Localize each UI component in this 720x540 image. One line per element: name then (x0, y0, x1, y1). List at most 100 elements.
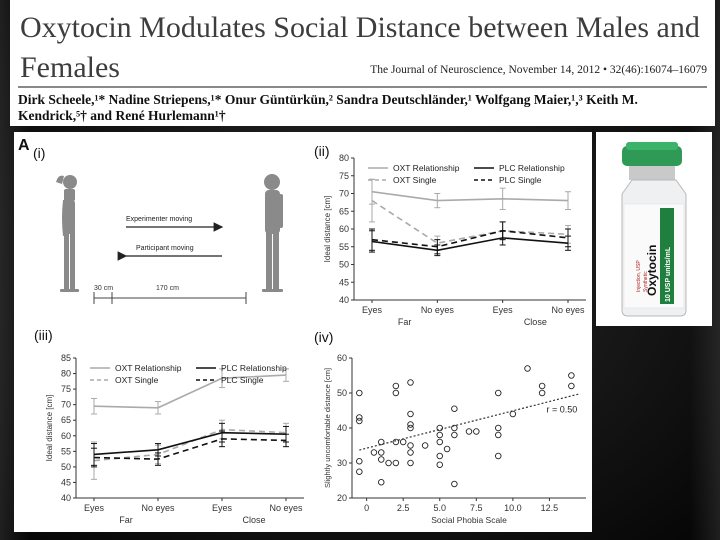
y-tick-label: 55 (61, 446, 71, 456)
scatter-point (495, 389, 502, 397)
scatter-point (538, 389, 546, 397)
series-line (371, 237, 569, 252)
series-line (371, 199, 569, 245)
y-tick-label: 40 (337, 423, 347, 433)
y-tick-label: 30 (337, 458, 347, 468)
y-tick-label: 65 (339, 206, 349, 216)
scatter-point (509, 410, 517, 418)
scatter-point (385, 459, 392, 467)
legend-label: OXT Single (393, 175, 437, 185)
y-tick-label: 60 (337, 353, 347, 363)
scatter-point (436, 424, 444, 432)
y-tick-label: 50 (339, 260, 349, 270)
legend-label: PLC Relationship (499, 163, 565, 173)
y-tick-label: 45 (339, 277, 349, 287)
panel-label-iv: (iv) (314, 329, 333, 345)
group-label: Far (119, 515, 133, 525)
scatter-point (407, 442, 414, 449)
y-axis-label: Ideal distance [cm] (323, 196, 332, 263)
x-tick-label: Eyes (493, 305, 514, 315)
scatter-point (356, 417, 363, 425)
distance-30cm-label: 30 cm (94, 285, 113, 292)
vial-dose-text: 10 USP units/mL (665, 246, 672, 302)
y-tick-label: 65 (61, 415, 71, 425)
vial-crimp (629, 166, 675, 180)
legend-label: PLC Single (221, 375, 264, 385)
scatter-point (399, 438, 407, 446)
scatter-point (370, 449, 378, 456)
scatter-point (392, 389, 400, 397)
y-tick-label: 50 (337, 388, 347, 398)
legend-label: OXT Relationship (115, 363, 182, 373)
y-tick-label: 75 (61, 384, 71, 394)
x-tick-label: No eyes (421, 305, 455, 315)
y-tick-label: 60 (61, 431, 71, 441)
series-line (371, 190, 569, 202)
scatter-point (392, 459, 400, 467)
participant-moving-label: Participant moving (136, 245, 194, 252)
y-tick-label: 60 (339, 224, 349, 234)
header-rule (18, 86, 707, 88)
scatter-point (473, 428, 480, 435)
scatter-point (378, 449, 385, 456)
scatter-point (356, 468, 363, 476)
scatter-point (495, 452, 502, 460)
y-tick-label: 40 (61, 493, 71, 503)
y-tick-label: 85 (61, 353, 71, 363)
scatter-point (392, 382, 400, 390)
regression-line (359, 393, 579, 451)
x-tick-label: No eyes (551, 305, 585, 315)
group-label: Close (242, 515, 265, 525)
panel-label-i: (i) (33, 145, 45, 161)
series-line (93, 374, 287, 409)
paper-header: Oxytocin Modulates Social Distance betwe… (10, 0, 715, 126)
scatter-point (421, 442, 429, 449)
y-tick-label: 20 (337, 493, 347, 503)
scatter-point (568, 382, 575, 390)
scatter-point (538, 382, 546, 390)
scatter-point (407, 424, 414, 432)
correlation-annotation: r = 0.50 (547, 404, 578, 414)
y-tick-label: 40 (339, 295, 349, 305)
y-axis-label: Slightly uncomfortable distance [cm] (323, 368, 332, 488)
paper-title: Oxytocin Modulates Social Distance betwe… (20, 11, 700, 84)
vial-cap (622, 146, 682, 166)
vial-label-stripe (660, 208, 674, 304)
scatter-point (568, 372, 575, 379)
x-tick-label: 7.5 (470, 503, 483, 513)
scatter-point (436, 461, 444, 469)
legend-label: PLC Single (499, 175, 542, 185)
vial-label-line-1: Injection, USP (636, 260, 642, 292)
vial-label-line-2: Synthetic (643, 271, 649, 292)
x-tick-label: 12.5 (541, 503, 559, 513)
scatter-point (436, 438, 444, 446)
series-line (93, 438, 287, 460)
y-tick-label: 75 (339, 171, 349, 181)
scatter-point (407, 449, 414, 456)
x-tick-label: No eyes (141, 503, 175, 513)
scatter-point (407, 421, 414, 428)
oxytocin-vial-photo: Oxytocin 10 USP units/mL Injection, USP … (596, 132, 712, 326)
scatter-point (407, 379, 414, 386)
x-tick-label: 0 (364, 503, 369, 513)
chart-ii: 40 45 50 55 60 65 70 75 80 Eyes No eyes Eyes No eyes… (323, 153, 586, 327)
scatter-point (378, 479, 385, 486)
author-list: Dirk Scheele,¹* Nadine Striepens,¹* Onur… (18, 92, 638, 123)
scatter-point (451, 405, 458, 413)
y-tick-label: 50 (61, 462, 71, 472)
y-axis-label: Ideal distance [cm] (45, 395, 54, 462)
scatter-point (443, 445, 451, 453)
legend-label: PLC Relationship (221, 363, 287, 373)
scatter-point (378, 438, 385, 446)
chart-iv: 20 30 40 50 60 0 2.5 5.0 7.5 10.0 12.5 Social Phobi… (323, 353, 586, 525)
vial-svg: Oxytocin 10 USP units/mL Injection, USP … (621, 142, 687, 317)
distance-170cm-label: 170 cm (156, 285, 179, 292)
scatter-point (436, 452, 444, 460)
vial-cap-top (626, 142, 678, 150)
scatter-point (436, 431, 444, 439)
scatter-point (465, 428, 473, 435)
x-axis-label: Social Phobia Scale (431, 515, 507, 525)
panel-label-ii: (ii) (314, 143, 330, 159)
person-right-figure (262, 174, 283, 292)
legend-label: OXT Relationship (393, 163, 460, 173)
